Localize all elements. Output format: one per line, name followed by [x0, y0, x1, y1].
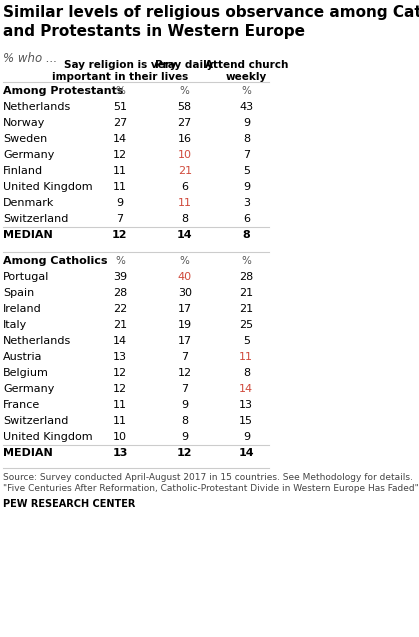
- Text: 7: 7: [243, 150, 250, 160]
- Text: MEDIAN: MEDIAN: [3, 230, 53, 240]
- Text: %: %: [241, 256, 251, 266]
- Text: 9: 9: [181, 432, 188, 442]
- Text: 11: 11: [178, 198, 192, 208]
- Text: Germany: Germany: [3, 150, 54, 160]
- Text: Spain: Spain: [3, 288, 34, 298]
- Text: Finland: Finland: [3, 166, 43, 176]
- Text: United Kingdom: United Kingdom: [3, 182, 93, 192]
- Text: 17: 17: [178, 304, 192, 314]
- Text: 22: 22: [113, 304, 127, 314]
- Text: 11: 11: [239, 352, 253, 362]
- Text: 6: 6: [243, 214, 250, 224]
- Text: 25: 25: [239, 320, 253, 330]
- Text: 8: 8: [181, 214, 188, 224]
- Text: 28: 28: [113, 288, 127, 298]
- Text: Italy: Italy: [3, 320, 28, 330]
- Text: 14: 14: [238, 448, 254, 458]
- Text: 58: 58: [178, 102, 192, 112]
- Text: 9: 9: [116, 198, 124, 208]
- Text: 11: 11: [113, 400, 127, 410]
- Text: 8: 8: [243, 230, 250, 240]
- Text: Norway: Norway: [3, 118, 46, 128]
- Text: France: France: [3, 400, 41, 410]
- Text: Source: Survey conducted April-August 2017 in 15 countries. See Methodology for : Source: Survey conducted April-August 20…: [3, 473, 419, 493]
- Text: 12: 12: [177, 448, 192, 458]
- Text: 8: 8: [181, 416, 188, 426]
- Text: Pray daily: Pray daily: [155, 60, 214, 70]
- Text: PEW RESEARCH CENTER: PEW RESEARCH CENTER: [3, 499, 136, 509]
- Text: Sweden: Sweden: [3, 134, 47, 144]
- Text: 9: 9: [243, 182, 250, 192]
- Text: Switzerland: Switzerland: [3, 416, 69, 426]
- Text: Germany: Germany: [3, 384, 54, 394]
- Text: 13: 13: [112, 448, 128, 458]
- Text: 51: 51: [113, 102, 127, 112]
- Text: United Kingdom: United Kingdom: [3, 432, 93, 442]
- Text: 21: 21: [178, 166, 192, 176]
- Text: Attend church
weekly: Attend church weekly: [204, 60, 288, 82]
- Text: Belgium: Belgium: [3, 368, 49, 378]
- Text: Say religion is very
important in their lives: Say religion is very important in their …: [52, 60, 188, 82]
- Text: Netherlands: Netherlands: [3, 102, 72, 112]
- Text: 8: 8: [243, 134, 250, 144]
- Text: 19: 19: [178, 320, 192, 330]
- Text: Among Catholics: Among Catholics: [3, 256, 108, 266]
- Text: Denmark: Denmark: [3, 198, 54, 208]
- Text: 13: 13: [113, 352, 127, 362]
- Text: 14: 14: [113, 336, 127, 346]
- Text: Austria: Austria: [3, 352, 43, 362]
- Text: 12: 12: [113, 368, 127, 378]
- Text: 7: 7: [181, 352, 188, 362]
- Text: 9: 9: [243, 432, 250, 442]
- Text: 5: 5: [243, 166, 250, 176]
- Text: Similar levels of religious observance among Catholics
and Protestants in Wester: Similar levels of religious observance a…: [3, 5, 419, 39]
- Text: 30: 30: [178, 288, 192, 298]
- Text: 16: 16: [178, 134, 192, 144]
- Text: 17: 17: [178, 336, 192, 346]
- Text: Portugal: Portugal: [3, 272, 49, 282]
- Text: 14: 14: [239, 384, 253, 394]
- Text: % who ...: % who ...: [3, 52, 57, 65]
- Text: 15: 15: [239, 416, 253, 426]
- Text: 12: 12: [178, 368, 192, 378]
- Text: %: %: [115, 256, 125, 266]
- Text: 10: 10: [178, 150, 192, 160]
- Text: 43: 43: [239, 102, 253, 112]
- Text: 3: 3: [243, 198, 250, 208]
- Text: 14: 14: [177, 230, 193, 240]
- Text: 11: 11: [113, 166, 127, 176]
- Text: 12: 12: [113, 150, 127, 160]
- Text: %: %: [241, 86, 251, 96]
- Text: %: %: [180, 86, 190, 96]
- Text: 9: 9: [243, 118, 250, 128]
- Text: 28: 28: [239, 272, 253, 282]
- Text: 9: 9: [181, 400, 188, 410]
- Text: 8: 8: [243, 368, 250, 378]
- Text: 10: 10: [113, 432, 127, 442]
- Text: 21: 21: [239, 304, 253, 314]
- Text: Ireland: Ireland: [3, 304, 42, 314]
- Text: 11: 11: [113, 182, 127, 192]
- Text: Switzerland: Switzerland: [3, 214, 69, 224]
- Text: %: %: [115, 86, 125, 96]
- Text: 39: 39: [113, 272, 127, 282]
- Text: 6: 6: [181, 182, 188, 192]
- Text: 13: 13: [239, 400, 253, 410]
- Text: 21: 21: [239, 288, 253, 298]
- Text: MEDIAN: MEDIAN: [3, 448, 53, 458]
- Text: 14: 14: [113, 134, 127, 144]
- Text: Netherlands: Netherlands: [3, 336, 72, 346]
- Text: 11: 11: [113, 416, 127, 426]
- Text: 7: 7: [181, 384, 188, 394]
- Text: 27: 27: [178, 118, 192, 128]
- Text: 27: 27: [113, 118, 127, 128]
- Text: 5: 5: [243, 336, 250, 346]
- Text: Among Protestants: Among Protestants: [3, 86, 124, 96]
- Text: 12: 12: [113, 384, 127, 394]
- Text: 7: 7: [116, 214, 124, 224]
- Text: %: %: [180, 256, 190, 266]
- Text: 40: 40: [178, 272, 192, 282]
- Text: 21: 21: [113, 320, 127, 330]
- Text: 12: 12: [112, 230, 128, 240]
